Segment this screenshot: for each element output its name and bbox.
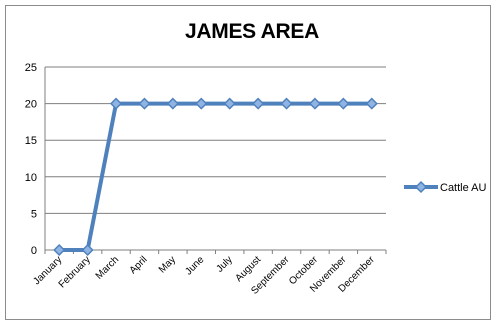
y-tick-label: 5 [31, 208, 37, 220]
y-tick-label: 10 [25, 172, 37, 184]
data-point [365, 97, 378, 110]
data-point [337, 97, 350, 110]
data-point [223, 97, 236, 110]
data-point [280, 97, 293, 110]
y-tick-label: 20 [25, 99, 37, 111]
data-point [166, 97, 179, 110]
x-tick-label: June [183, 254, 206, 277]
legend: Cattle AU [404, 180, 487, 194]
x-tick-label: February [57, 254, 93, 290]
gridlines [45, 66, 386, 214]
legend-marker [414, 180, 428, 194]
x-tick-label: April [128, 254, 150, 276]
x-tick-label: May [157, 254, 178, 275]
y-tick-label: 15 [25, 135, 37, 147]
data-point [308, 97, 322, 110]
data-point [138, 97, 151, 110]
x-tick-label: March [94, 254, 121, 281]
data-point [252, 97, 265, 110]
series-cattle-au [53, 97, 378, 257]
chart-frame [5, 5, 491, 320]
chart-title: JAMES AREA [185, 20, 319, 43]
data-point [195, 97, 208, 110]
data-point [109, 97, 123, 110]
legend-label: Cattle AU [440, 182, 487, 194]
x-tick-label: July [214, 254, 234, 274]
axes [44, 67, 387, 254]
data-point [53, 243, 66, 257]
y-tick-label: 25 [25, 62, 37, 74]
data-point [81, 243, 94, 257]
y-tick-labels: 0 5 10 15 20 25 [25, 62, 37, 257]
y-tick-label: 0 [31, 245, 37, 257]
